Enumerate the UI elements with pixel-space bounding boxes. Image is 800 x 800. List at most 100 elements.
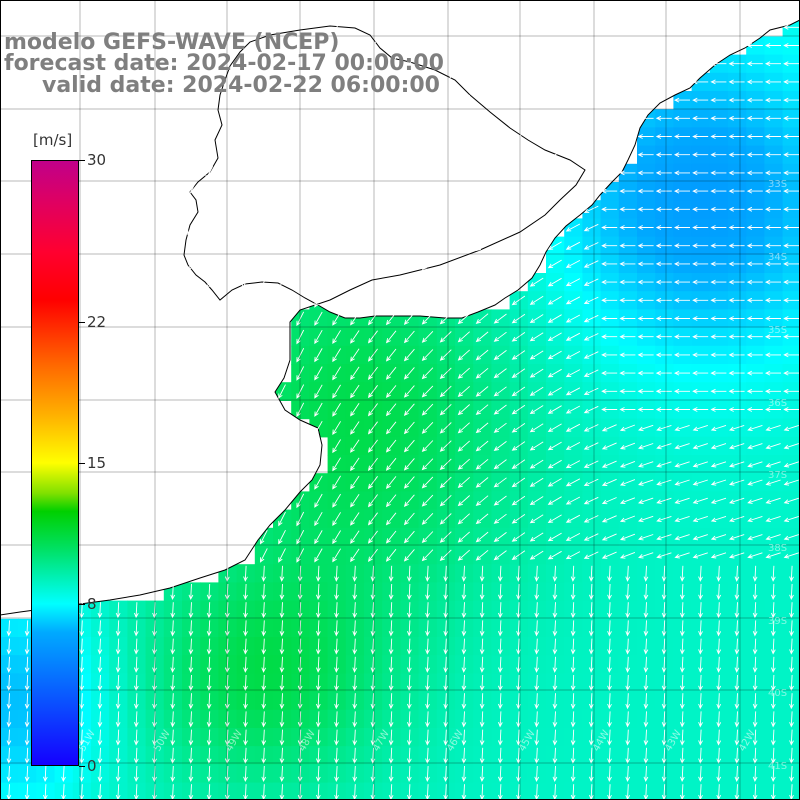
wind-arrow	[565, 405, 581, 414]
wind-arrow	[115, 620, 121, 637]
wind-arrow	[601, 424, 617, 432]
wind-arrow	[457, 313, 470, 325]
wind-arrow	[529, 332, 544, 342]
wind-arrow	[728, 279, 745, 285]
wind-arrow	[534, 656, 540, 673]
wind-arrow	[637, 134, 654, 139]
wind-arrow	[698, 602, 703, 619]
wind-arrow	[260, 548, 268, 563]
wind-arrow	[529, 350, 544, 360]
wind-arrow	[529, 295, 544, 305]
wind-arrow	[315, 583, 321, 601]
wind-arrow	[314, 530, 323, 545]
wind-arrow	[403, 421, 415, 435]
wind-arrow	[332, 384, 341, 399]
wind-arrow	[692, 152, 709, 158]
wind-arrow	[710, 188, 727, 194]
wind-arrow	[296, 329, 305, 345]
wind-arrow	[457, 422, 470, 434]
wind-arrow	[332, 111, 341, 126]
wind-arrow	[334, 693, 339, 710]
wind-arrow	[728, 316, 745, 321]
wind-arrow	[673, 334, 690, 340]
wind-arrow	[511, 150, 526, 160]
wind-arrow	[607, 620, 612, 637]
wind-arrow	[534, 620, 540, 637]
wind-arrow	[439, 349, 452, 361]
wind-arrow	[747, 443, 763, 450]
wind-arrow	[619, 442, 636, 450]
wind-arrow	[443, 638, 449, 655]
wind-arrow	[679, 656, 685, 673]
wind-arrow	[260, 220, 268, 236]
wind-arrow	[493, 459, 507, 470]
wind-arrow	[783, 225, 800, 230]
wind-arrow	[261, 565, 267, 582]
wind-arrow	[385, 494, 397, 508]
wind-arrow	[493, 386, 507, 397]
wind-arrow	[710, 297, 727, 303]
wind-arrow	[421, 349, 434, 362]
wind-arrow	[716, 565, 722, 582]
wind-arrow	[534, 729, 540, 746]
colorbar-tick-label: 22	[87, 312, 107, 331]
wind-arrow	[403, 239, 415, 253]
wind-arrow	[710, 134, 727, 139]
wind-arrow	[296, 38, 305, 54]
wind-arrow	[493, 313, 507, 324]
wind-arrow	[734, 765, 740, 783]
wind-arrow	[388, 765, 394, 783]
wind-arrow	[547, 514, 562, 524]
wind-arrow	[728, 261, 745, 267]
wind-arrow	[511, 495, 526, 506]
wind-arrow	[296, 511, 305, 527]
wind-arrow	[655, 206, 672, 212]
wind-arrow	[296, 165, 305, 181]
wind-arrow	[674, 443, 690, 450]
wind-arrow	[547, 314, 562, 323]
model-title: modelo GEFS-WAVE (NCEP)	[4, 30, 340, 55]
wind-arrow	[570, 583, 576, 601]
wind-arrow	[279, 693, 285, 710]
wind-arrow	[278, 93, 286, 108]
wind-arrow	[679, 620, 685, 637]
wind-arrow	[493, 131, 507, 142]
wind-arrow	[746, 261, 763, 267]
wind-arrow	[188, 729, 194, 746]
wind-arrow	[206, 765, 212, 783]
wind-arrow	[115, 765, 121, 783]
wind-arrow	[367, 39, 378, 53]
wind-arrow	[388, 711, 394, 728]
wind-arrow	[421, 385, 434, 398]
wind-arrow	[479, 602, 485, 619]
wind-arrow	[746, 225, 763, 230]
wind-arrow	[260, 275, 268, 290]
wind-arrow	[747, 534, 763, 541]
wind-arrow	[583, 278, 599, 286]
wind-arrow	[607, 711, 612, 728]
wind-arrow	[367, 93, 378, 107]
wind-arrow	[747, 515, 763, 523]
wind-arrow	[475, 477, 489, 488]
wind-arrow	[439, 76, 452, 88]
wind-arrow	[439, 331, 452, 343]
wind-arrow	[261, 620, 267, 637]
wind-arrow	[403, 330, 415, 344]
wind-arrow	[421, 549, 434, 562]
wind-arrow	[475, 185, 489, 197]
wind-arrow	[279, 565, 285, 582]
wind-arrow	[552, 729, 558, 746]
wind-arrow	[223, 111, 232, 126]
wind-arrow	[243, 693, 248, 710]
wind-arrow	[625, 693, 631, 710]
wind-arrow	[729, 515, 745, 523]
wind-arrow	[241, 165, 250, 181]
wind-arrow	[570, 620, 576, 637]
wind-arrow	[729, 497, 745, 504]
wind-arrow	[655, 370, 672, 376]
wind-arrow	[188, 656, 194, 673]
wind-arrow	[710, 261, 727, 267]
wind-arrow	[403, 75, 415, 89]
wind-arrow	[710, 497, 727, 504]
wind-arrow	[619, 225, 636, 230]
